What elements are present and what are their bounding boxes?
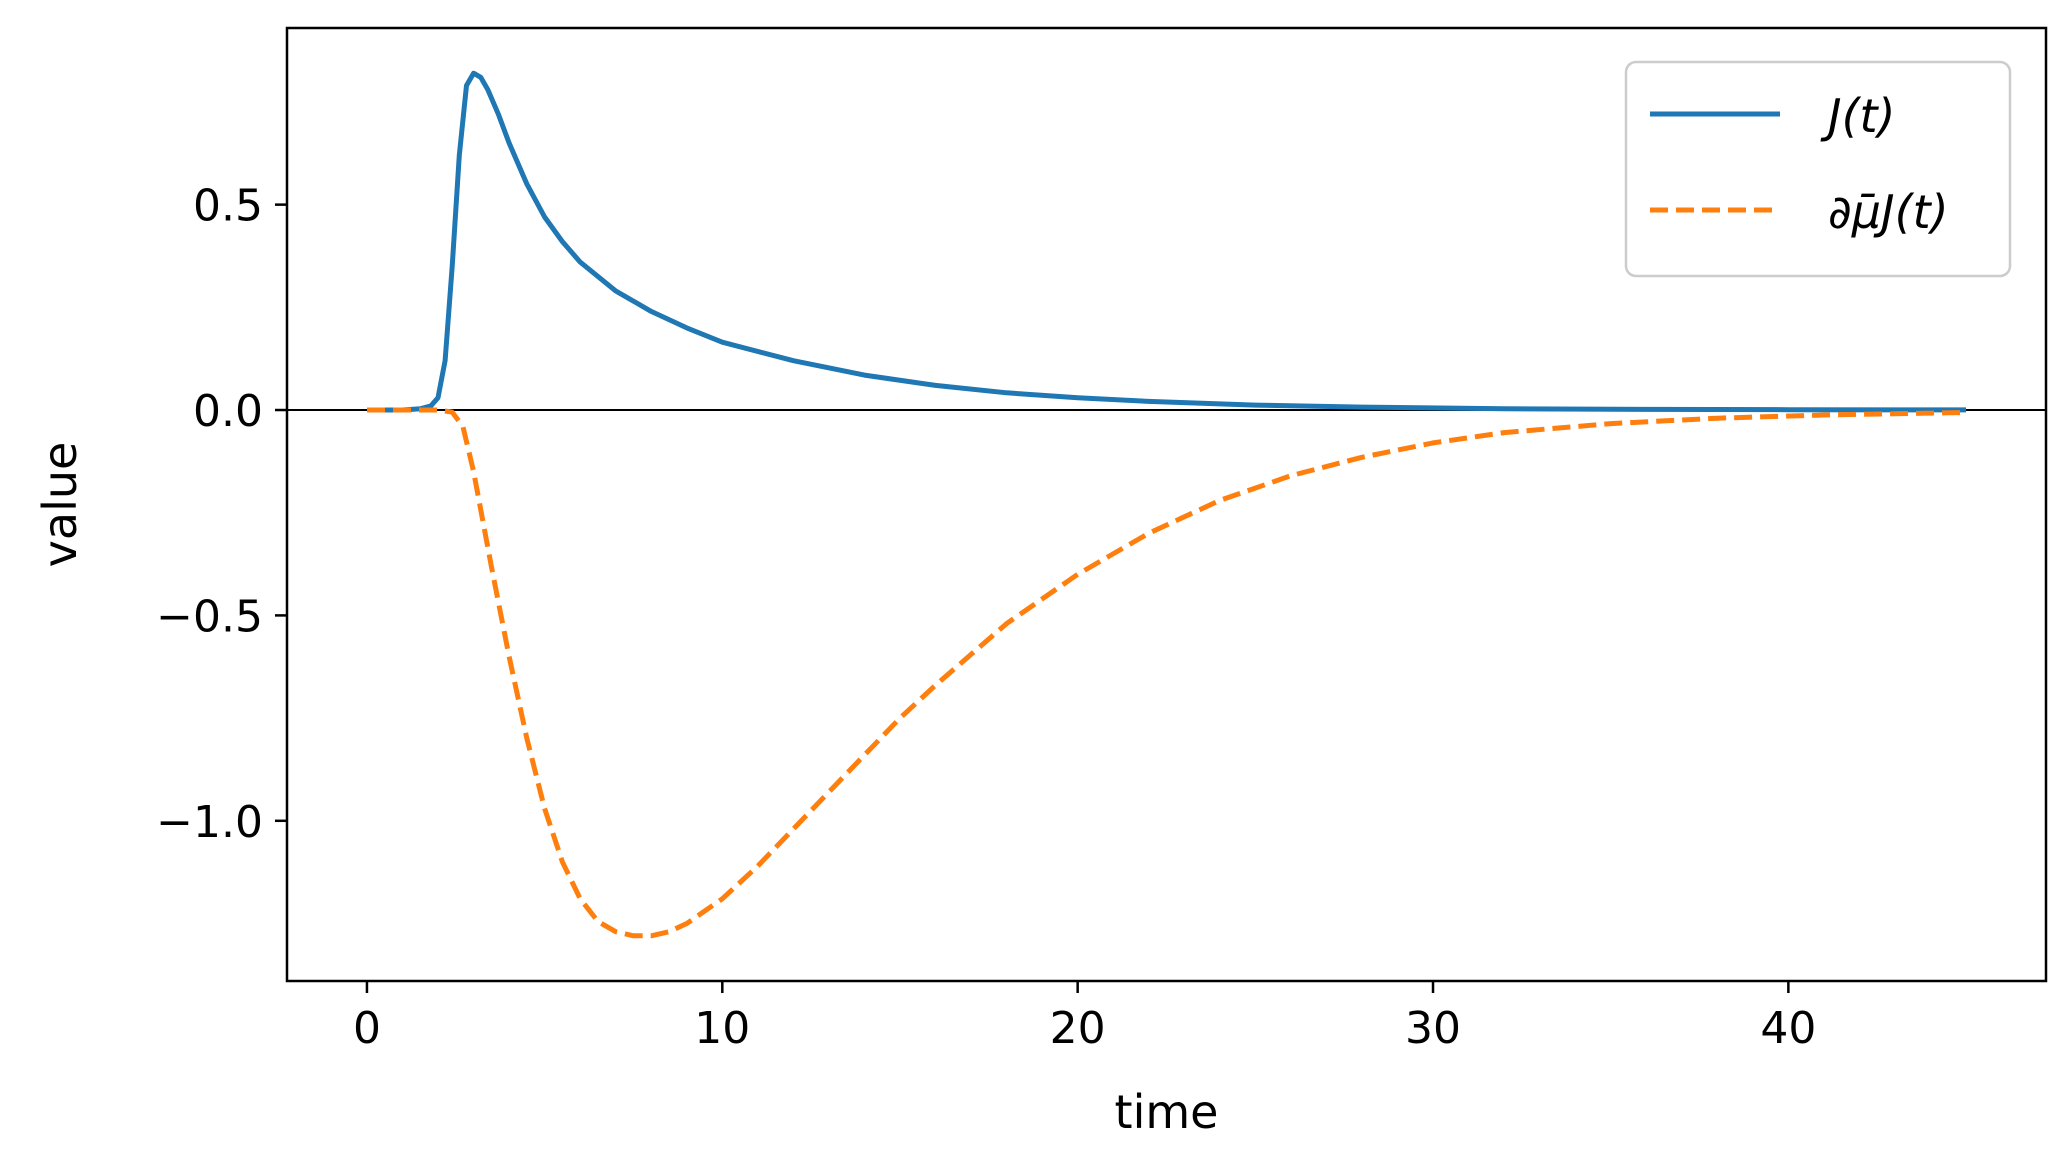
legend-box: [1624, 60, 2012, 278]
y-tick-label: 0.0: [193, 386, 263, 437]
plot-frame: [285, 26, 2048, 983]
y-axis-label: value: [33, 442, 87, 568]
series-dmu-j-line: [367, 407, 1967, 939]
y-tick-label: 0.5: [193, 181, 263, 232]
legend-label-dmu-j: ∂μ̄J(t): [1828, 185, 1949, 239]
x-axis: 0 10 20 30 40: [353, 981, 1816, 1054]
x-tick-label: 0: [353, 1003, 381, 1054]
x-tick-label: 30: [1405, 1003, 1461, 1054]
plot-area: [285, 26, 2048, 983]
x-axis-label: time: [1115, 1085, 1219, 1139]
y-tick-label: −1.0: [156, 797, 263, 848]
legend-label-j: J(t): [1820, 89, 1896, 143]
y-tick-label: −0.5: [156, 591, 263, 642]
y-axis: 0.5 0.0 −0.5 −1.0: [156, 181, 287, 848]
x-tick-label: 10: [694, 1003, 750, 1054]
series-j-line: [367, 70, 1967, 413]
x-tick-label: 40: [1760, 1003, 1816, 1054]
x-tick-label: 20: [1050, 1003, 1106, 1054]
legend: J(t) ∂μ̄J(t): [1624, 60, 2012, 278]
